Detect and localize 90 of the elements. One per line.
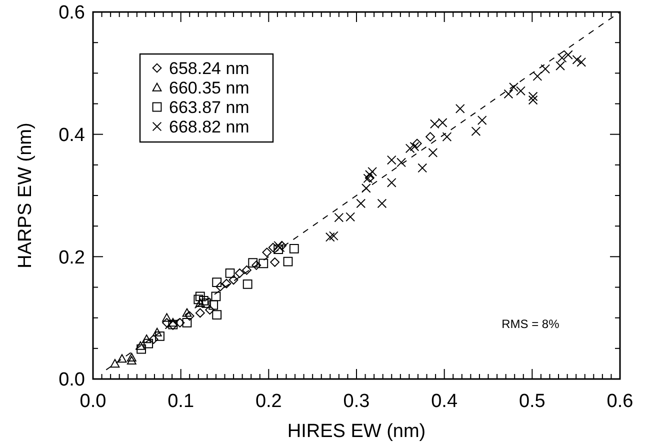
x-tick-label: 0.5 — [518, 391, 546, 412]
point — [516, 86, 526, 96]
point — [117, 354, 127, 363]
point — [144, 338, 154, 348]
point — [216, 282, 226, 292]
point — [110, 359, 120, 368]
point — [528, 92, 538, 102]
x-tick-label: 0.1 — [168, 391, 194, 412]
point — [195, 292, 205, 302]
y-tick-label: 0.2 — [58, 247, 85, 268]
point — [136, 341, 146, 350]
point — [212, 310, 222, 320]
point — [222, 278, 232, 288]
point — [504, 89, 514, 99]
point — [195, 308, 205, 318]
point — [162, 313, 172, 322]
point — [126, 352, 136, 362]
point — [412, 138, 422, 148]
legend-label: 663.87 nm — [169, 98, 250, 117]
point — [386, 155, 396, 165]
x-tick-label: 0.0 — [80, 391, 106, 412]
point — [175, 318, 185, 328]
point — [205, 305, 215, 315]
y-tick-label: 0.6 — [58, 2, 85, 24]
point — [198, 296, 208, 306]
x-axis-title: HIRES EW (nm) — [287, 421, 426, 442]
point — [328, 231, 338, 241]
point — [396, 158, 406, 168]
point — [252, 260, 262, 270]
point — [202, 298, 212, 308]
legend-label: 658.24 nm — [169, 58, 250, 78]
legend-label: 660.35 nm — [169, 78, 250, 98]
point — [289, 244, 299, 254]
point — [540, 64, 550, 74]
point — [152, 328, 162, 336]
point — [242, 265, 252, 275]
point — [426, 132, 435, 142]
point — [262, 248, 272, 258]
point — [142, 334, 152, 344]
x-tick-label: 0.2 — [255, 391, 282, 412]
y-tick-label: 0.4 — [58, 124, 86, 146]
point — [126, 356, 136, 365]
point — [268, 242, 278, 252]
point — [346, 212, 356, 222]
point — [283, 256, 293, 266]
annotation: RMS = 8% — [502, 317, 560, 332]
point — [576, 57, 586, 67]
y-axis-title: HARPS EW (nm) — [15, 122, 36, 268]
point — [356, 198, 366, 208]
point — [136, 344, 146, 354]
point — [270, 257, 280, 267]
point — [225, 268, 235, 278]
point — [182, 318, 192, 328]
point — [182, 308, 192, 317]
point — [258, 258, 268, 268]
point — [532, 72, 542, 81]
point — [430, 119, 440, 129]
point — [438, 118, 448, 128]
point — [572, 55, 582, 64]
point — [528, 95, 538, 105]
point — [509, 82, 518, 92]
point — [428, 148, 438, 158]
point — [208, 300, 218, 310]
x-tick-label: 0.3 — [343, 391, 370, 412]
point — [194, 294, 204, 304]
point — [155, 331, 164, 341]
point — [442, 132, 452, 142]
point — [563, 50, 573, 60]
point — [377, 198, 387, 208]
point — [471, 126, 481, 136]
point — [148, 334, 158, 344]
point — [455, 104, 465, 114]
point — [242, 279, 252, 289]
point — [410, 142, 420, 152]
point — [234, 268, 244, 278]
y-tick-label: 0.0 — [58, 370, 85, 391]
point — [477, 116, 487, 125]
point — [405, 144, 415, 154]
point — [368, 166, 378, 176]
point — [211, 292, 221, 302]
point — [386, 178, 396, 188]
x-tick-label: 0.4 — [431, 391, 458, 412]
point — [334, 212, 344, 222]
x-tick-label: 0.6 — [606, 391, 634, 412]
point — [325, 232, 335, 242]
point — [418, 163, 428, 173]
point — [248, 258, 258, 268]
legend-label: 668.82 nm — [169, 117, 250, 136]
point — [228, 275, 238, 285]
point — [212, 278, 222, 288]
